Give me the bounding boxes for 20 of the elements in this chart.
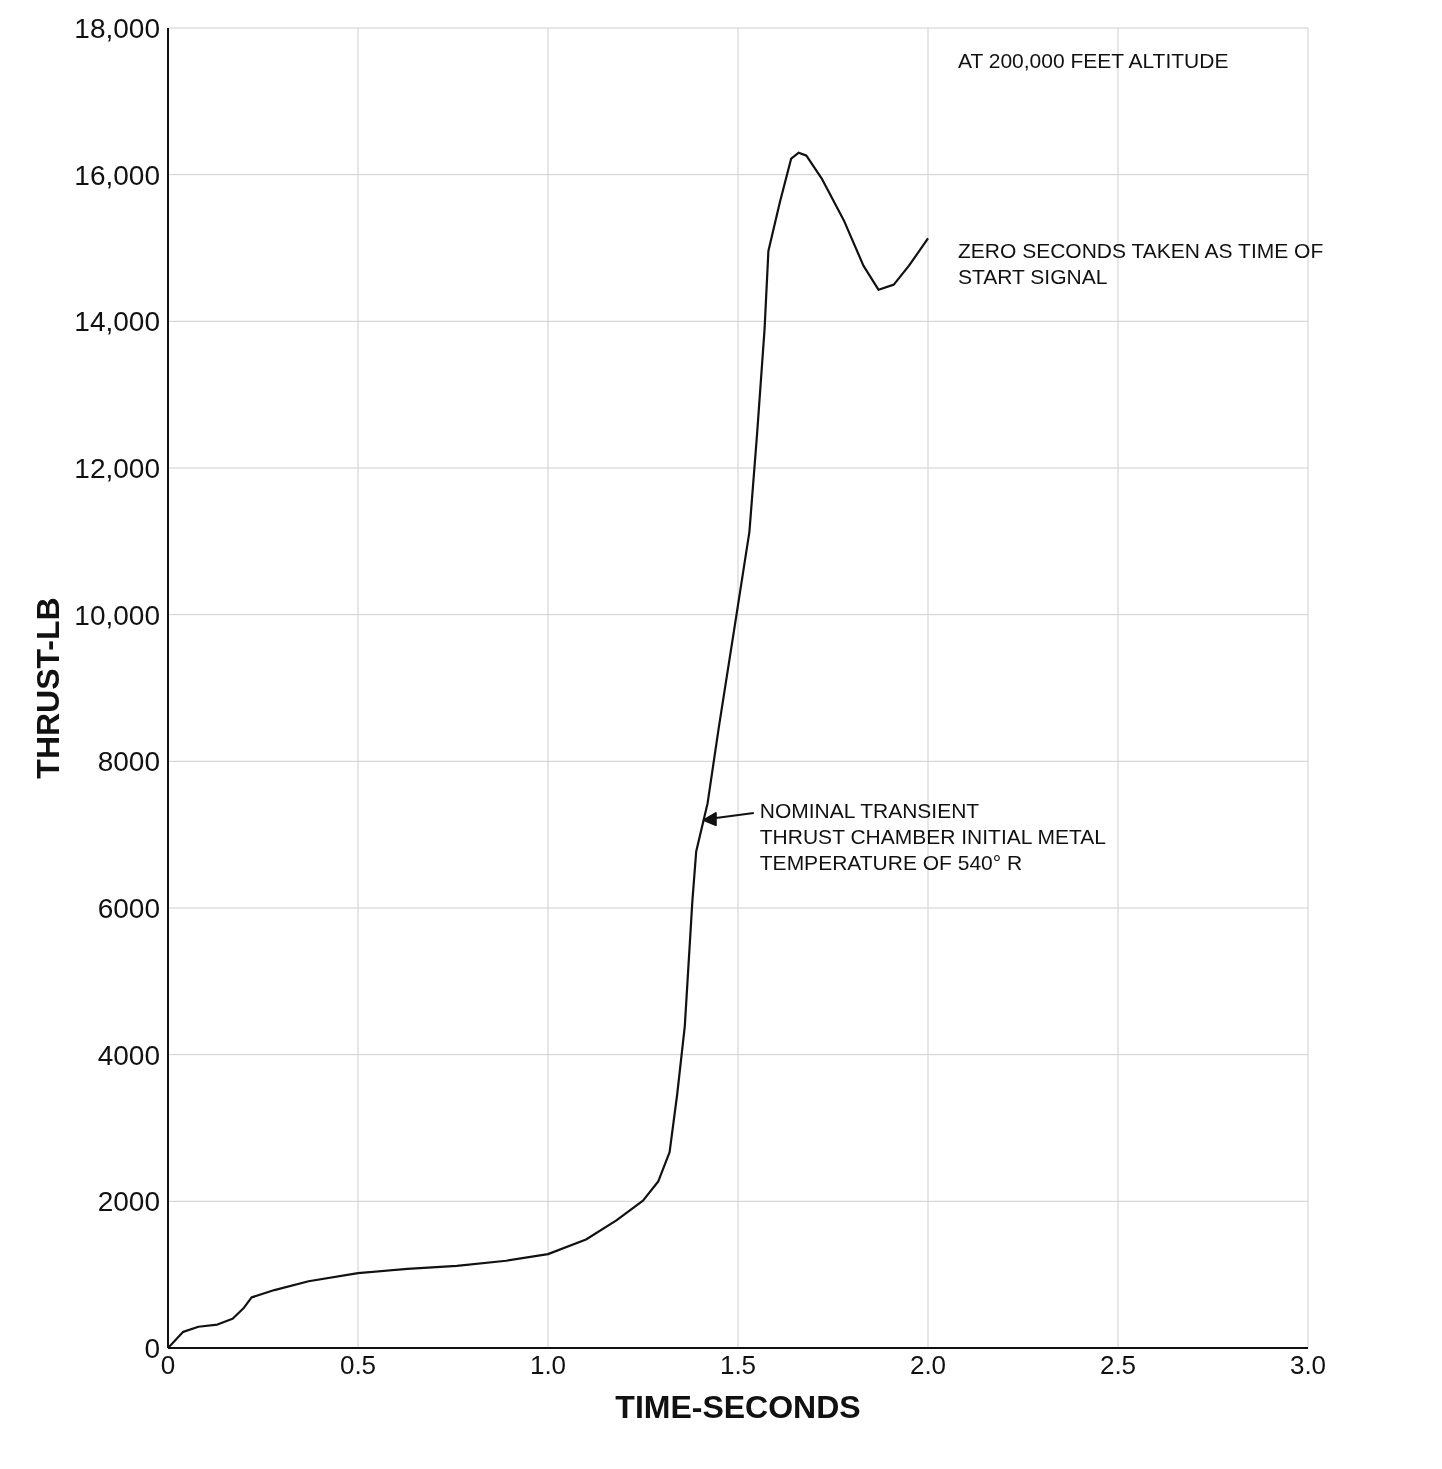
y-axis-title: THRUST-LB <box>30 597 67 779</box>
y-tick-label: 12,000 <box>74 452 160 484</box>
annotation: NOMINAL TRANSIENT THRUST CHAMBER INITIAL METAL TEMPERATURE OF 540° R <box>759 799 1106 874</box>
y-tick-label: 14,000 <box>74 306 160 338</box>
y-tick-label: 4000 <box>97 1039 160 1071</box>
y-tick-label: 18,000 <box>74 12 160 44</box>
x-tick-label: 1.5 <box>719 1350 757 1381</box>
y-tick-label: 8000 <box>97 746 160 778</box>
y-tick-label: 2000 <box>97 1186 160 1218</box>
x-axis-title: TIME-SECONDS <box>615 1389 861 1425</box>
y-tick-label: 6000 <box>97 892 160 924</box>
x-tick-label: 3.0 <box>1289 1350 1327 1381</box>
x-tick-label: 0.5 <box>339 1350 377 1381</box>
y-tick-label: 10,000 <box>74 599 160 631</box>
annotation: AT 200,000 FEET ALTITUDE <box>958 48 1229 74</box>
x-tick-label: 1.0 <box>529 1350 567 1381</box>
annotation: ZERO SECONDS TAKEN AS TIME OF START SIGNAL <box>958 238 1324 290</box>
x-tick-label: 2.0 <box>909 1350 947 1381</box>
y-tick-label: 16,000 <box>74 159 160 191</box>
x-tick-label: 2.5 <box>1099 1350 1137 1381</box>
